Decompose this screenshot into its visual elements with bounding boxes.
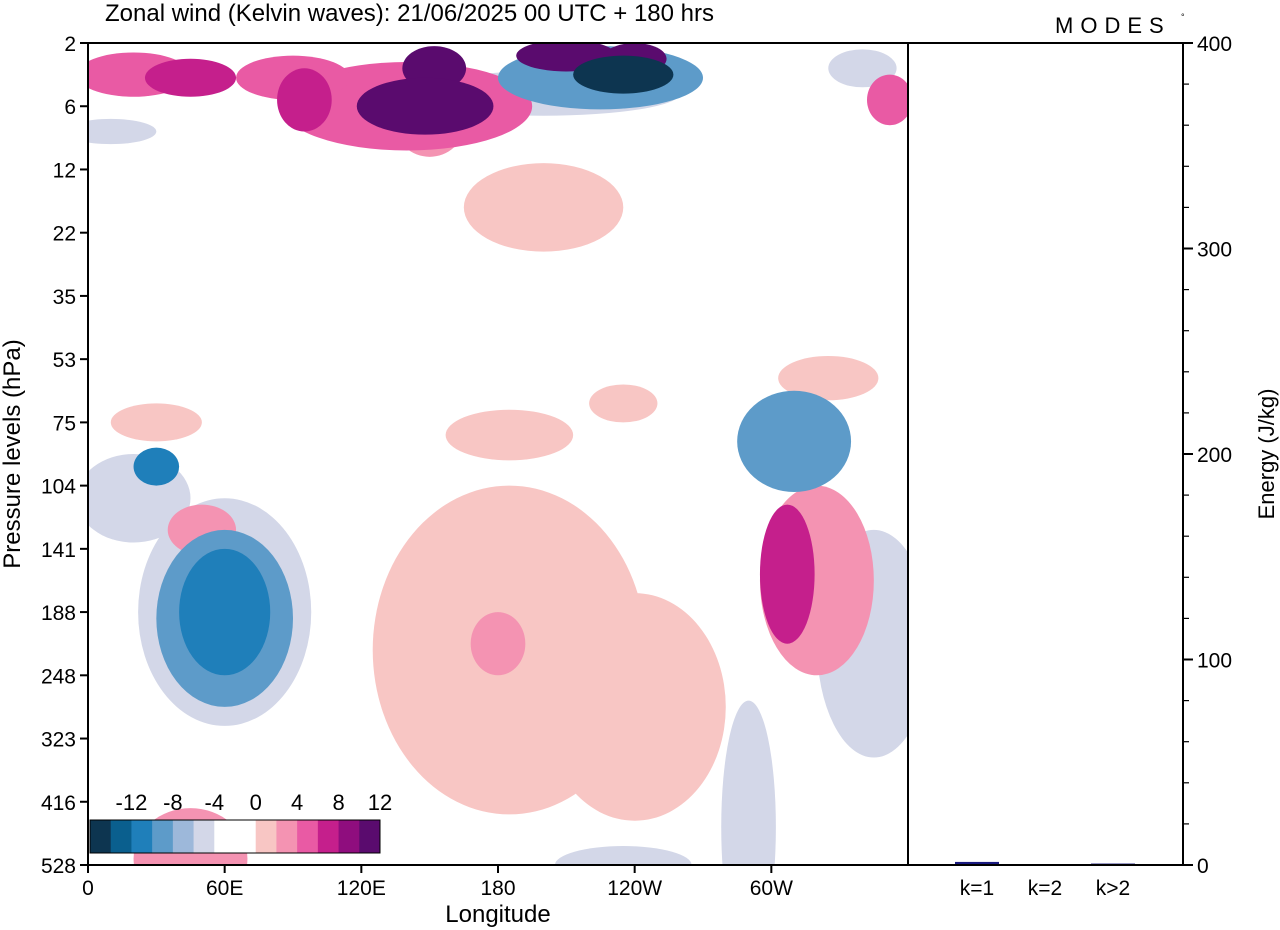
- heatmap-contours: [88, 43, 908, 865]
- energy-bar-k=1: [955, 861, 999, 865]
- energy-tick-label-0: 0: [1197, 855, 1209, 878]
- colorbar-cell-3: [152, 820, 174, 853]
- energy-tick-label-1: 100: [1197, 650, 1232, 673]
- y-tick-label-7: 104: [41, 476, 76, 499]
- colorbar-cell-9: [276, 820, 298, 853]
- colorbar-label-3: 0: [250, 790, 262, 815]
- colorbar-labels: -12 -8 -4 0 4 8 12: [116, 790, 393, 815]
- x-axis-ticks: 0 60E 120E 180 120W 60W: [82, 865, 793, 900]
- colorbar-label-6: 12: [368, 790, 392, 815]
- y-tick-label-6: 75: [53, 412, 76, 435]
- colorbar-cell-6: [214, 820, 236, 853]
- x-tick-label-0: 0: [82, 877, 94, 900]
- colorbar-label-5: 8: [332, 790, 344, 815]
- colorbar-cell-12: [338, 820, 360, 853]
- bar-category-labels: k=1 k=2 k>2: [960, 877, 1130, 900]
- energy-axis-label: Energy (J/kg): [1254, 389, 1279, 520]
- energy-tick-label-2: 200: [1197, 444, 1232, 467]
- wind-anomaly-1: [805, 156, 874, 284]
- bar-category-label-0: k=1: [960, 877, 994, 900]
- x-tick-label-4: 120W: [607, 877, 662, 900]
- wind-anomaly-33: [759, 504, 815, 644]
- wind-anomaly-31: [737, 390, 852, 492]
- colorbar-cell-10: [297, 820, 319, 853]
- wind-anomaly-0: [167, 156, 282, 233]
- colorbar-cell-4: [172, 820, 195, 853]
- energy-tick-label-4: 400: [1197, 33, 1232, 56]
- x-axis-label: Longitude: [445, 901, 550, 928]
- wind-anomaly-24: [867, 74, 908, 126]
- colorbar-cell-13: [359, 820, 381, 853]
- colorbar-cell-7: [235, 820, 257, 853]
- y-tick-label-3: 22: [53, 223, 76, 246]
- wind-anomaly-22: [470, 612, 526, 676]
- y-axis-ticks: 2 6 12 22 35 53 75 104 141 188 248 323 416 528: [41, 33, 88, 878]
- brand-name: MODES: [1055, 13, 1171, 38]
- wind-anomaly-12: [554, 846, 692, 865]
- y-tick-label-8: 141: [41, 539, 76, 562]
- chart-title: Zonal wind (Kelvin waves): 21/06/2025 00…: [105, 0, 714, 27]
- colorbar-cell-0: [90, 820, 112, 853]
- wind-anomaly-15: [88, 118, 157, 145]
- energy-tick-label-3: 300: [1197, 239, 1232, 262]
- brand-mark: °: [1181, 12, 1185, 22]
- wind-anomaly-11: [721, 700, 776, 865]
- energy-frame: [907, 42, 1184, 866]
- y-tick-label-1: 6: [64, 96, 76, 119]
- y-tick-label-12: 416: [41, 792, 76, 815]
- wind-anomaly-34: [179, 548, 271, 676]
- y-tick-label-5: 53: [53, 349, 76, 372]
- energy-axis-ticks: 0 100 200 300 400: [1183, 33, 1232, 878]
- colorbar-frame: [89, 819, 381, 854]
- colorbar-cell-8: [255, 820, 277, 853]
- bar-category-label-1: k=2: [1028, 877, 1062, 900]
- y-tick-label-13: 528: [41, 855, 76, 878]
- bar-category-label-2: k>2: [1096, 877, 1130, 900]
- colorbar-cell-1: [110, 820, 132, 853]
- colorbar-label-2: -4: [205, 790, 225, 815]
- wind-anomaly-6: [589, 384, 658, 423]
- y-tick-label-10: 248: [41, 665, 76, 688]
- colorbar-label-4: 4: [291, 790, 303, 815]
- x-tick-label-5: 60W: [750, 877, 793, 900]
- wind-anomaly-36: [356, 77, 494, 135]
- x-tick-label-3: 180: [480, 877, 515, 900]
- heatmap-panel: 0 60E 120E 180 120W 60W 2 6 12 22 35 53 75 104 141 188…: [41, 33, 909, 900]
- y-tick-label-4: 35: [53, 286, 76, 309]
- wind-anomaly-2: [315, 668, 385, 859]
- wind-anomaly-29: [277, 68, 332, 132]
- colorbar-cell-11: [317, 820, 340, 853]
- y-tick-label-0: 2: [64, 33, 76, 56]
- energy-panel: k=1 k=2 k>2 0 100 200 300 400: [907, 33, 1232, 900]
- wind-anomaly-9: [543, 593, 726, 821]
- colorbar-label-1: -8: [163, 790, 183, 815]
- colorbar-legend: -12 -8 -4 0 4 8 12: [89, 790, 393, 854]
- wind-anomaly-39: [573, 55, 674, 94]
- x-tick-label-2: 120E: [337, 877, 386, 900]
- colorbar-label-0: -12: [116, 790, 148, 815]
- wind-anomaly-4: [778, 355, 879, 401]
- wind-anomaly-32: [133, 447, 180, 486]
- wind-anomaly-5: [445, 409, 574, 461]
- colorbar-cell-2: [131, 820, 153, 853]
- y-tick-label-11: 323: [41, 729, 76, 752]
- y-tick-label-9: 188: [41, 602, 76, 625]
- y-axis-label: Pressure levels (hPa): [0, 339, 26, 568]
- y-tick-label-2: 12: [53, 159, 76, 182]
- wind-anomaly-28: [144, 58, 237, 97]
- colorbar-cell-5: [193, 820, 215, 853]
- wind-anomaly-7: [110, 403, 202, 442]
- x-tick-label-1: 60E: [206, 877, 243, 900]
- brand-logo: MODES °: [1055, 12, 1185, 38]
- colorbar-cells: [90, 820, 381, 853]
- wind-anomaly-3: [463, 163, 624, 252]
